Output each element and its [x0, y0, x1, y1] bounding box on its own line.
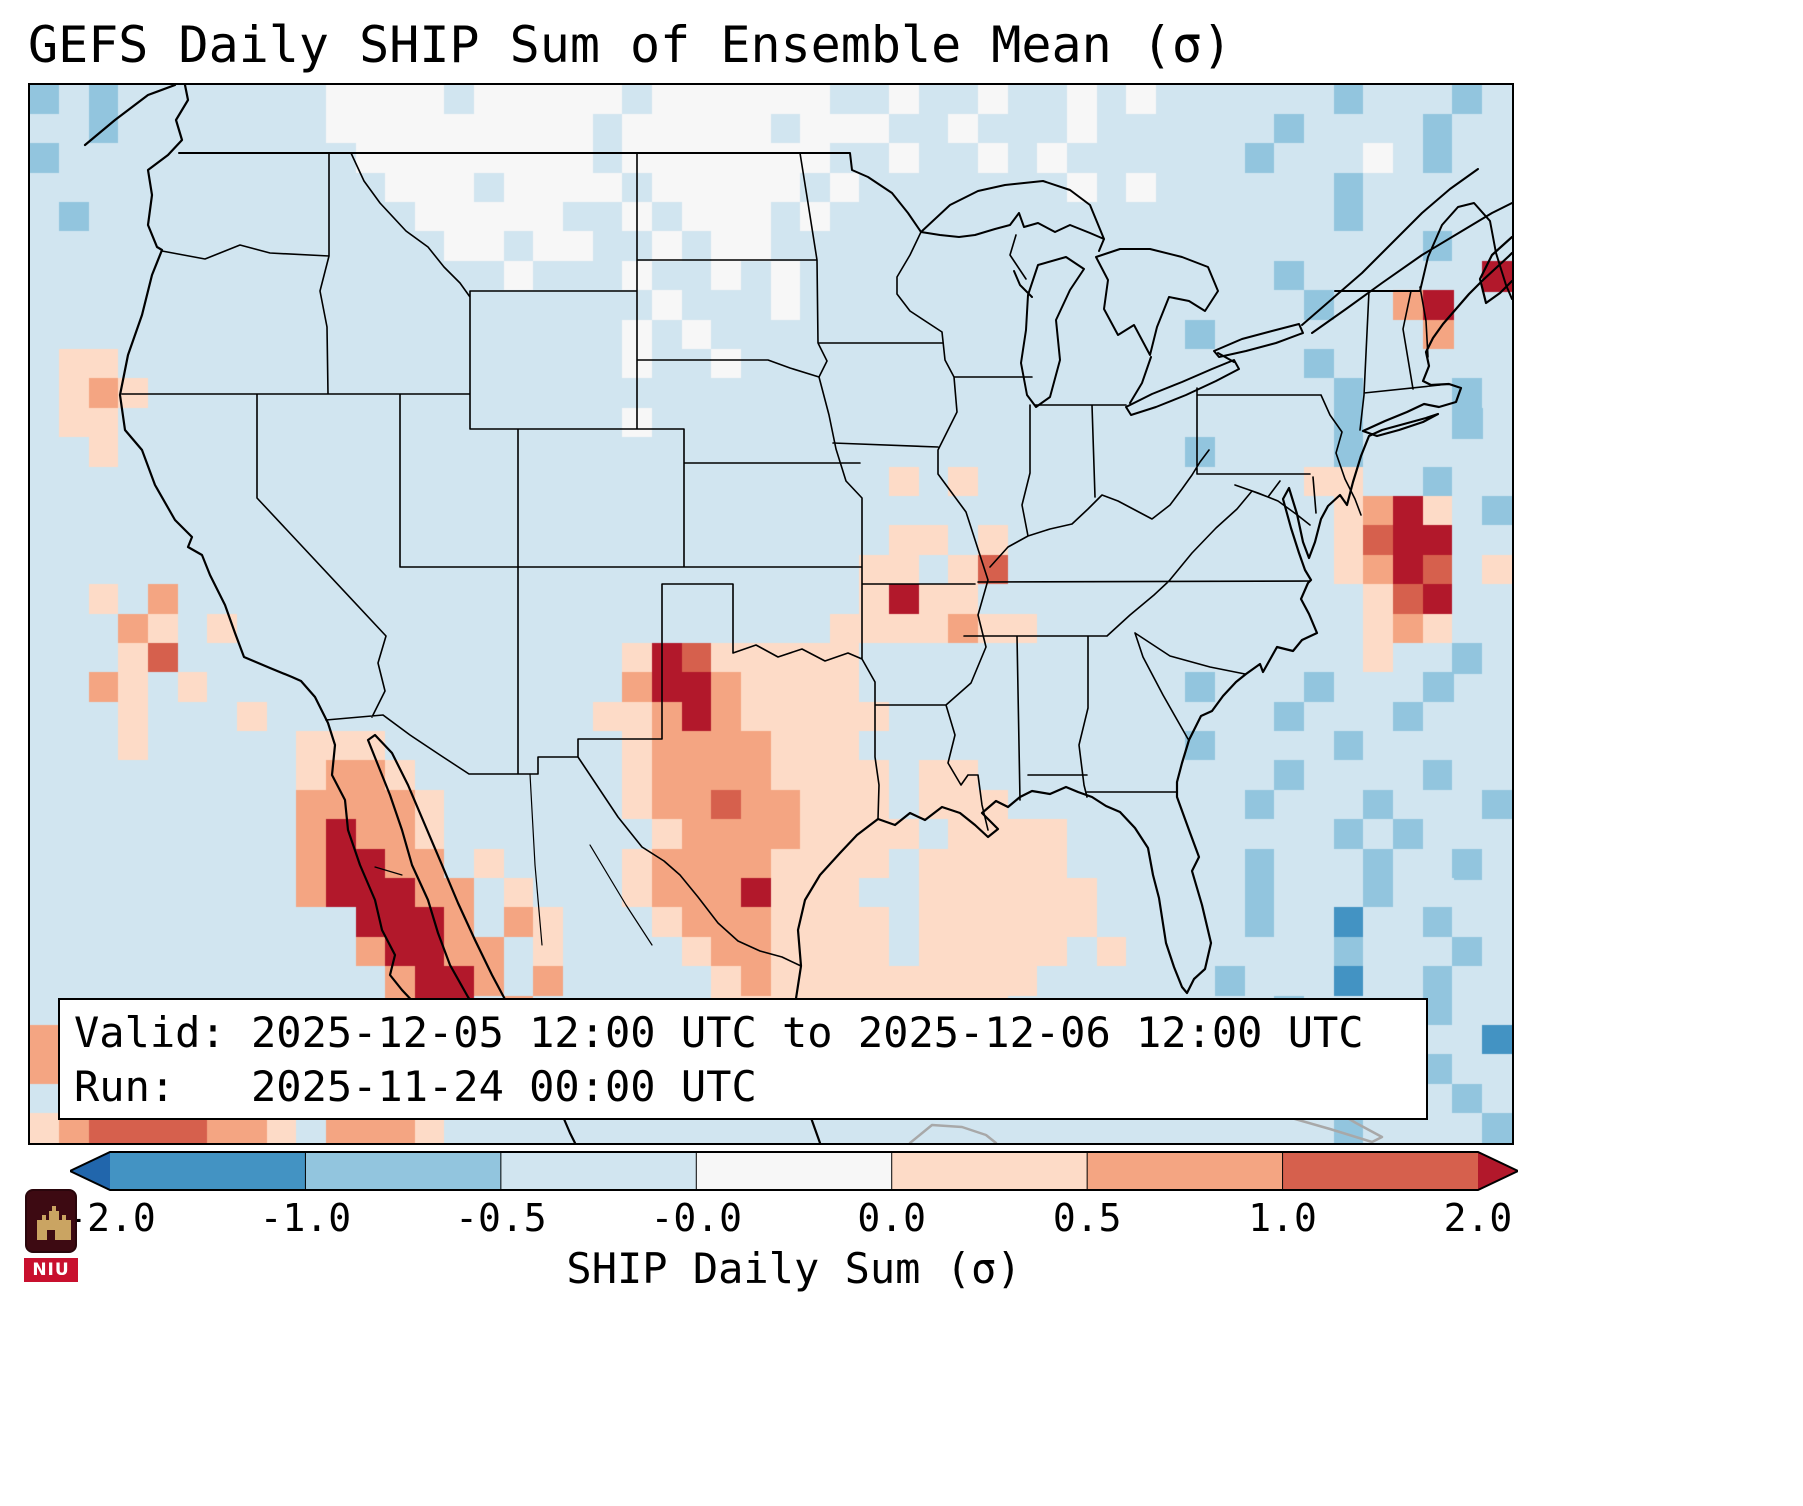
- heatmap-canvas: [30, 85, 1512, 1143]
- colorbar-tick-label: -0.0: [650, 1196, 743, 1240]
- valid-time-line: Valid: 2025-12-05 12:00 UTC to 2025-12-0…: [74, 1008, 1364, 1057]
- canada-border-paths: [178, 152, 1512, 404]
- state-boundary-paths: [121, 152, 1441, 967]
- niu-shield-icon: [25, 1189, 77, 1253]
- coastline-paths: [83, 85, 1512, 1143]
- castle-glyph: [37, 1206, 71, 1240]
- colorbar: [70, 1151, 1518, 1191]
- plot-title: GEFS Daily SHIP Sum of Ensemble Mean (σ): [28, 16, 1233, 74]
- great-lakes-outlines: [920, 180, 1304, 416]
- colorbar-tick-label: 2.0: [1443, 1196, 1513, 1240]
- colorbar-axis-label: SHIP Daily Sum (σ): [566, 1244, 1022, 1293]
- niu-logo-text: NIU: [24, 1258, 78, 1282]
- run-time-line: Run: 2025-11-24 00:00 UTC: [74, 1062, 757, 1111]
- map-panel: Valid: 2025-12-05 12:00 UTC to 2025-12-0…: [28, 83, 1514, 1145]
- colorbar-tick-label: -1.0: [259, 1196, 352, 1240]
- colorbar-tick-labels: -2.0 -1.0 -0.5 -0.0 0.0 0.5 1.0 2.0: [0, 1196, 1803, 1240]
- colorbar-tick-label: 1.0: [1248, 1196, 1317, 1240]
- colorbar-tick-label: 0.5: [1052, 1196, 1122, 1240]
- colorbar-tick-label: -0.5: [455, 1196, 547, 1240]
- niu-logo: NIU: [24, 1188, 80, 1282]
- mexico-boundary-paths: [374, 773, 653, 946]
- map-boundaries: [83, 85, 1512, 1143]
- colorbar-tick-label: 0.0: [857, 1196, 927, 1240]
- validity-info-box: Valid: 2025-12-05 12:00 UTC to 2025-12-0…: [58, 998, 1428, 1120]
- colorbar-tick-label: -2.0: [64, 1196, 156, 1240]
